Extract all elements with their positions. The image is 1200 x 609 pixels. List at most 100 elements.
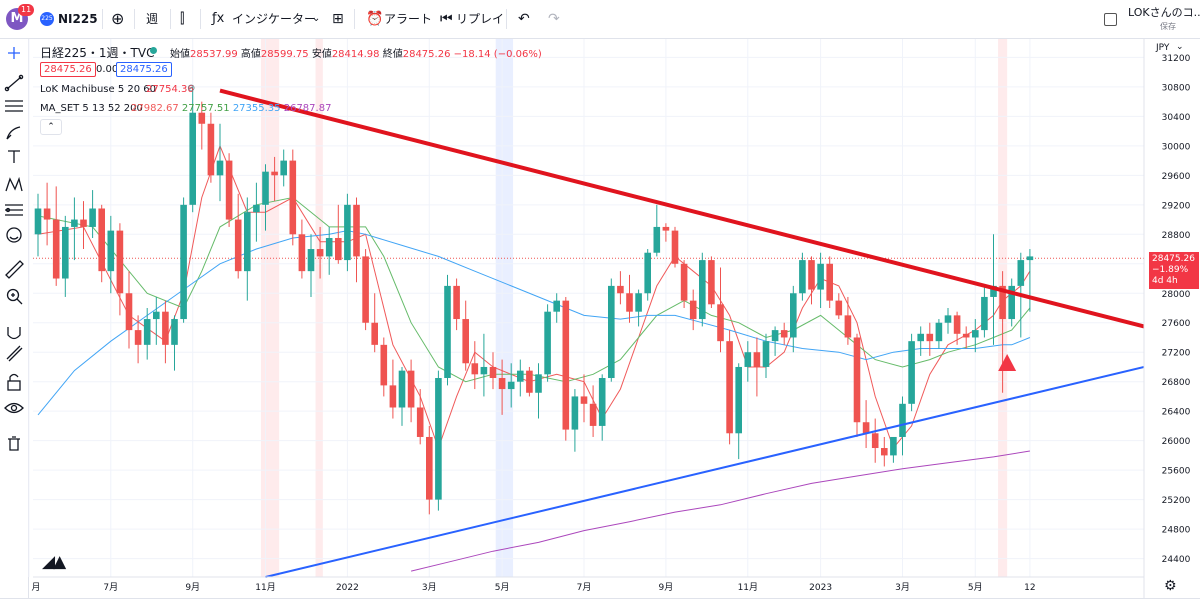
candle-body	[143, 319, 151, 345]
time-tick-label: 3月	[422, 582, 437, 593]
candle-body	[890, 436, 897, 456]
candle-body	[899, 403, 906, 437]
candle-body	[1026, 256, 1034, 261]
interval-button[interactable]: 週	[146, 12, 159, 26]
emoji-icon[interactable]	[6, 227, 22, 243]
candle-body	[981, 296, 988, 331]
alert-button[interactable]: アラート	[384, 12, 433, 26]
settings-gear-icon[interactable]: ⚙	[1164, 578, 1177, 594]
high-label: 高値	[240, 49, 261, 60]
save-status[interactable]: 保存	[1160, 22, 1176, 31]
candle-body	[680, 263, 688, 301]
undo-icon[interactable]: ↶	[518, 11, 530, 27]
candle-body	[617, 285, 624, 294]
lock-icon[interactable]	[7, 373, 21, 391]
currency-label[interactable]: JPY	[1156, 43, 1170, 53]
replay-button[interactable]: リプレイ	[456, 12, 505, 26]
candle-body	[853, 337, 861, 423]
candle-body	[808, 260, 815, 290]
compare-add-icon[interactable]: ⊕	[111, 9, 125, 28]
lock-drawing-icon[interactable]	[6, 345, 23, 362]
symbol-search[interactable]: NI225	[58, 12, 98, 26]
trend-line-icon[interactable]	[4, 74, 24, 92]
price-tick-label: 30400	[1162, 113, 1191, 123]
redo-icon[interactable]: ↷	[548, 11, 560, 27]
horizontal-lines-icon[interactable]	[5, 100, 23, 112]
candle-body	[753, 352, 761, 367]
last-price-value: 28475.26	[1152, 254, 1195, 264]
candle-body	[416, 407, 424, 437]
indicator-1-name[interactable]: LoK Machibuse 5 20 60	[40, 84, 157, 95]
candle-body	[380, 344, 388, 386]
price-tick-label: 24400	[1162, 555, 1191, 565]
market-status-dot	[150, 47, 157, 54]
price-tick-label: 26000	[1162, 437, 1191, 447]
candle-body	[689, 300, 697, 320]
candle-body	[216, 160, 224, 176]
low-label: 安値	[311, 49, 332, 60]
candle-body	[962, 333, 970, 338]
ma13-value: 27757.51	[181, 103, 230, 114]
currency-chevron-icon[interactable]: ⌄	[1176, 42, 1184, 52]
ruler-icon[interactable]	[5, 260, 24, 279]
crosshair-icon[interactable]	[8, 47, 20, 59]
symbol-title[interactable]: 日経225・1週・TVC	[40, 46, 155, 60]
candle-body	[162, 311, 169, 345]
layout-checkbox-icon[interactable]	[1104, 13, 1117, 26]
tradingview-logo: ◢▲	[42, 552, 66, 572]
highlight-band-1	[315, 39, 323, 577]
indicators-icon[interactable]: ƒx	[212, 11, 225, 26]
brush-icon[interactable]	[6, 126, 21, 140]
last-price-pct: −1.89%	[1152, 265, 1189, 275]
alarm-clock-icon[interactable]: ⏰	[366, 11, 384, 27]
bid-box[interactable]: 28475.26	[40, 62, 96, 77]
layout-grid-icon[interactable]: ⊞	[332, 11, 344, 27]
buy-signal-triangle	[998, 353, 1017, 371]
fib-icon[interactable]	[5, 204, 23, 216]
magnet-icon[interactable]	[7, 327, 21, 340]
candle-body	[598, 378, 606, 426]
candle-body	[862, 422, 870, 434]
candle-type-icon[interactable]: ⫿	[180, 11, 185, 27]
trash-icon[interactable]	[8, 436, 20, 451]
candle-body	[189, 112, 196, 205]
ask-box[interactable]: 28475.26	[116, 62, 172, 77]
change-value: −18.14 (−0.06%)	[453, 49, 542, 60]
indicator-2-name[interactable]: MA_SET 5 13 52 200	[40, 103, 143, 114]
time-tick-label: 5月	[968, 582, 983, 593]
time-tick-label: 7月	[103, 582, 118, 593]
candle-body	[953, 315, 961, 334]
candle-body	[544, 311, 551, 375]
price-tick-label: 25600	[1162, 467, 1191, 477]
notification-badge: 11	[18, 4, 35, 16]
candle-body	[116, 230, 124, 294]
hidden-icon[interactable]: ⊘	[187, 83, 196, 94]
candle-body	[1008, 285, 1015, 320]
eye-icon[interactable]	[4, 402, 24, 414]
indicators-button[interactable]: インジケーター	[232, 12, 317, 26]
time-tick-label: 月	[31, 582, 40, 593]
candle-body	[935, 322, 943, 342]
zoom-icon[interactable]	[6, 288, 23, 305]
time-tick-label: 11月	[255, 582, 275, 593]
open-value: 28537.99	[190, 49, 238, 60]
candle-body	[462, 319, 469, 364]
ohlc-values: 始値28537.99 高値28599.75 安値28414.98 終値28475…	[170, 45, 542, 60]
pattern-icon[interactable]	[5, 176, 23, 192]
candle-body	[107, 230, 115, 272]
ma52-value: 27355.35	[232, 103, 281, 114]
candle-body	[517, 370, 524, 382]
candle-body	[489, 366, 497, 379]
candle-body	[125, 293, 133, 331]
candle-body	[589, 403, 597, 426]
replay-icon[interactable]: ⏮	[440, 11, 453, 27]
candle-body	[307, 249, 315, 272]
collapse-legend-button[interactable]: ⌃	[40, 119, 62, 135]
text-tool-icon[interactable]	[8, 150, 20, 163]
price-tick-label: 29200	[1162, 201, 1191, 211]
chevron-down-icon[interactable]: ⌄	[312, 13, 321, 24]
candle-body	[80, 219, 87, 227]
candle-body	[535, 374, 542, 393]
layout-name[interactable]: LOKさんのコ...	[1128, 6, 1200, 19]
